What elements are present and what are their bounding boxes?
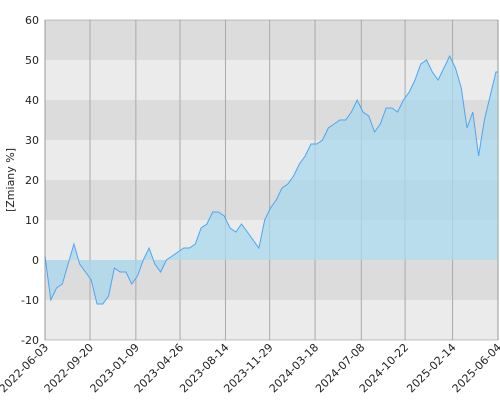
- y-tick-label: -10: [21, 294, 39, 307]
- grid-band: [45, 300, 498, 340]
- y-tick-label: 10: [25, 214, 39, 227]
- y-axis-label: [Zmiany %]: [4, 148, 17, 212]
- y-tick-label: 50: [25, 54, 39, 67]
- y-tick-label: 40: [25, 94, 39, 107]
- y-tick-label: 30: [25, 134, 39, 147]
- y-tick-label: 0: [32, 254, 39, 267]
- y-tick-label: 60: [25, 14, 39, 27]
- y-tick-label: -20: [21, 334, 39, 347]
- grid-band: [45, 20, 498, 60]
- y-tick-label: 20: [25, 174, 39, 187]
- line: [44, 54, 498, 305]
- plot-frame: [44, 19, 499, 341]
- area-fill: [45, 56, 498, 304]
